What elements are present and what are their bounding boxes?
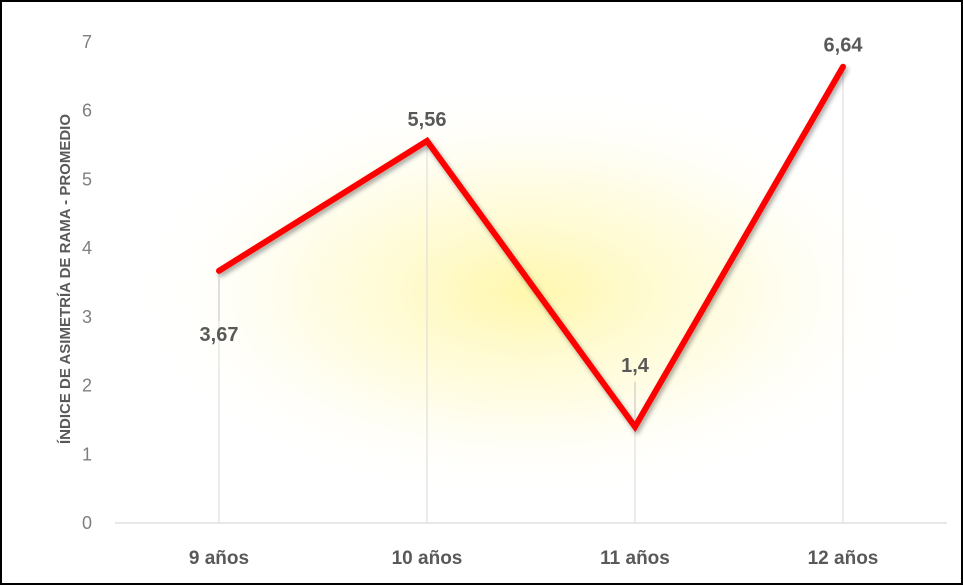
- x-tick-label: 11 años: [600, 548, 670, 569]
- x-tick-label: 10 años: [392, 548, 463, 569]
- x-tick-label: 12 años: [808, 548, 879, 569]
- y-tick-label: 2: [82, 376, 92, 396]
- data-label: 3,67: [200, 324, 239, 346]
- y-tick-label: 5: [82, 169, 92, 189]
- data-label: 6,64: [824, 35, 864, 57]
- plot-glow: [127, 82, 927, 502]
- x-tick-label: 9 años: [189, 548, 249, 569]
- y-tick-label: 4: [82, 238, 92, 258]
- y-tick-label: 1: [82, 444, 92, 464]
- y-tick-label: 0: [82, 513, 92, 533]
- y-tick-label: 3: [82, 307, 92, 327]
- y-tick-label: 7: [82, 32, 92, 52]
- y-tick-label: 6: [82, 101, 92, 121]
- data-label: 1,4: [621, 355, 650, 377]
- y-axis-label: ÍNDICE DE ASIMETRÍA DE RAMA - PROMEDIO: [57, 114, 74, 444]
- data-label: 5,56: [408, 109, 447, 131]
